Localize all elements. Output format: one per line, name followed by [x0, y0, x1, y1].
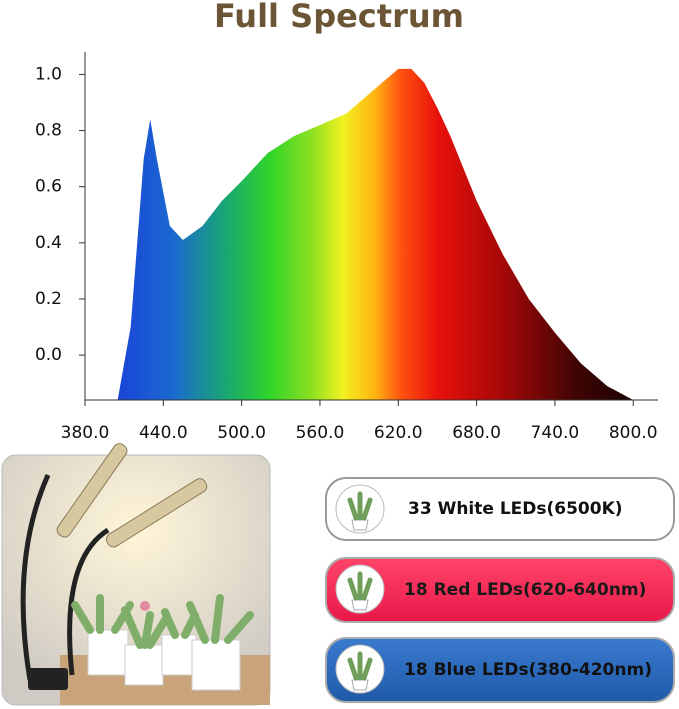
product-photo [1, 443, 271, 706]
led-label: 18 Red LEDs(620-640nm) [404, 580, 646, 600]
led-label: 33 White LEDs(6500K) [408, 499, 623, 519]
y-tick-label: 1.0 [35, 64, 62, 84]
spectrum-area [117, 68, 634, 400]
x-tick-label: 500.0 [217, 423, 266, 443]
y-tick-label: 0.8 [35, 121, 62, 141]
y-tick-label: 0.2 [35, 289, 62, 309]
led-red: 18 Red LEDs(620-640nm) [325, 557, 675, 623]
x-tick-label: 560.0 [296, 423, 345, 443]
x-tick-label: 740.0 [531, 423, 580, 443]
x-tick-label: 440.0 [139, 423, 188, 443]
y-tick-label: 0.6 [35, 177, 62, 197]
y-tick-label: 0.0 [35, 345, 62, 365]
chart-title: Full Spectrum [214, 0, 464, 35]
x-tick-label: 680.0 [452, 423, 501, 443]
led-blue: 18 Blue LEDs(380-420nm) [325, 637, 675, 703]
y-tick-label: 0.4 [35, 233, 62, 253]
x-tick-label: 380.0 [61, 423, 110, 443]
led-label: 18 Blue LEDs(380-420nm) [404, 660, 652, 680]
led-white: 33 White LEDs(6500K) [325, 477, 675, 541]
x-tick-label: 800.0 [609, 423, 658, 443]
x-tick-label: 620.0 [374, 423, 423, 443]
